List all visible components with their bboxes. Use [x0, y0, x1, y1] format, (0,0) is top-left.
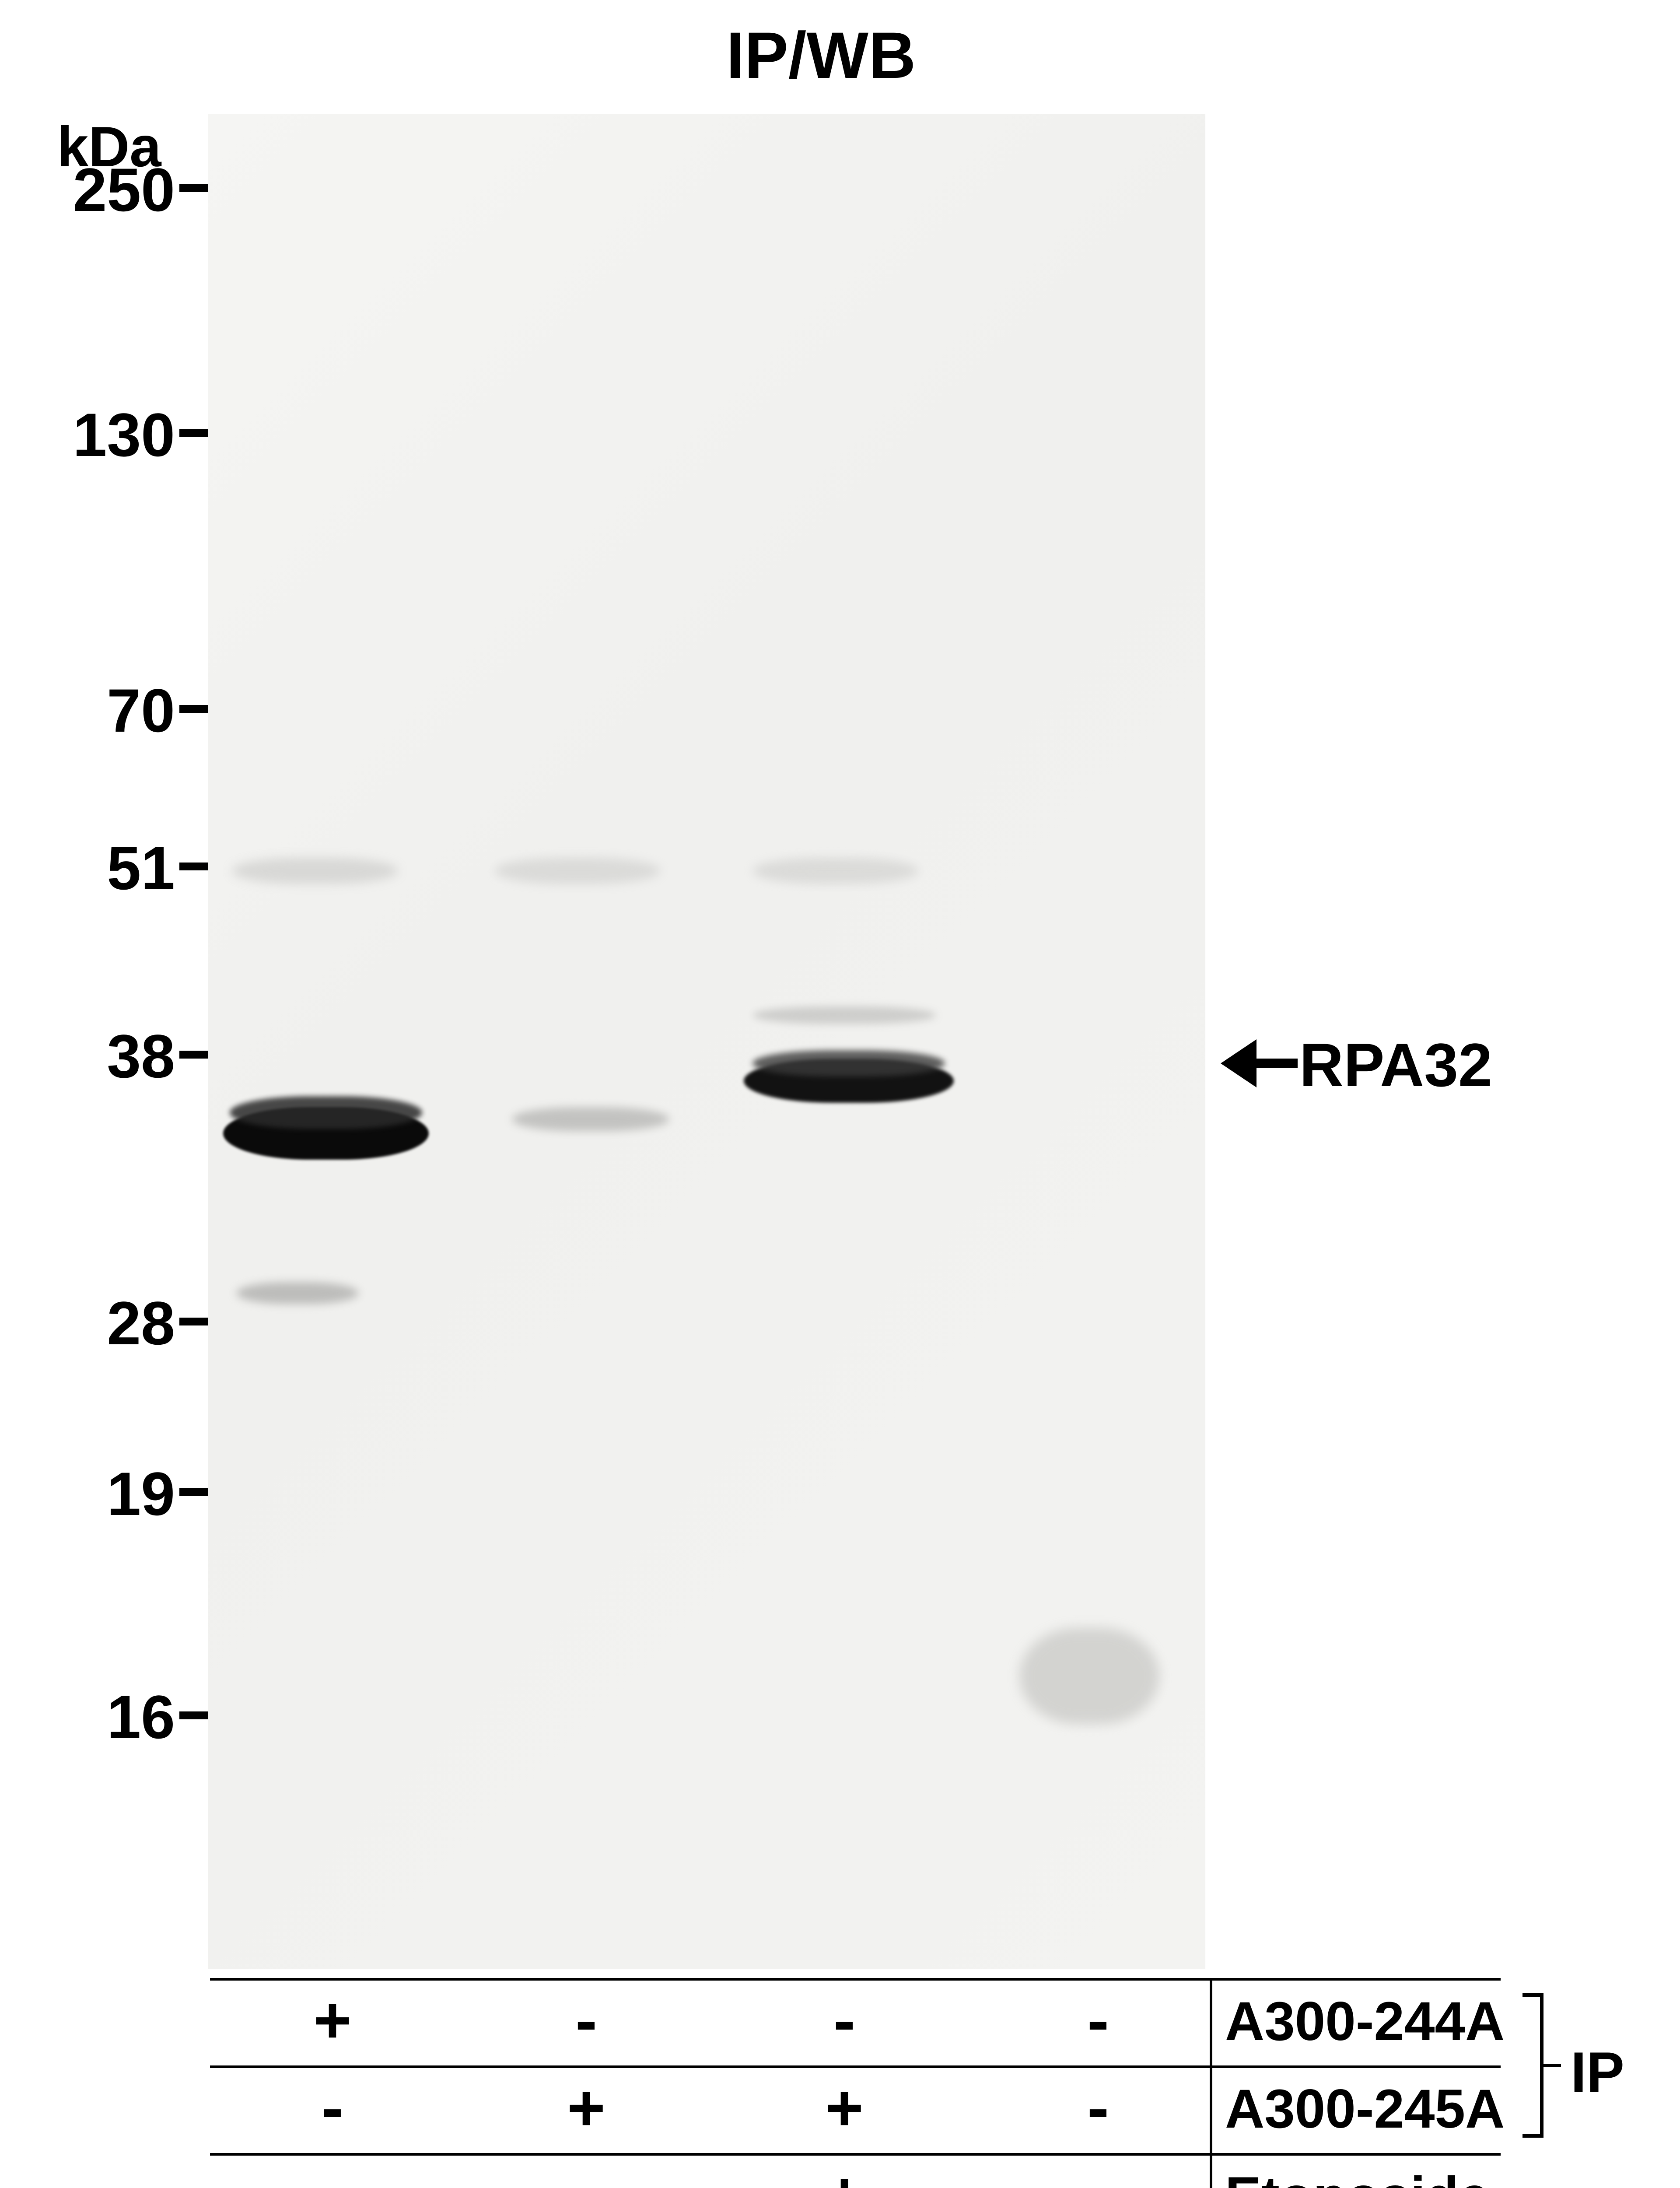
- row-divider: [210, 2153, 1501, 2156]
- mw-marker-label: 51: [107, 833, 175, 904]
- protein-name-label: RPA32: [1299, 1030, 1492, 1101]
- arrow-line: [1254, 1059, 1298, 1068]
- mw-tick: [179, 1488, 208, 1496]
- bracket-label: IP: [1571, 2039, 1624, 2105]
- mw-tick: [179, 1051, 208, 1059]
- plus-symbol: +: [818, 2070, 871, 2146]
- condition-label: A300-244A: [1225, 1990, 1505, 2053]
- plus-symbol: +: [306, 1982, 359, 2058]
- plus-symbol: +: [818, 2157, 871, 2188]
- minus-symbol: -: [560, 2157, 612, 2188]
- plus-symbol: +: [560, 2070, 612, 2146]
- minus-symbol: -: [306, 2157, 359, 2188]
- blot-band: [1019, 1628, 1159, 1724]
- condition-label: A300-245A: [1225, 2078, 1505, 2140]
- minus-symbol: -: [818, 1982, 871, 2058]
- mw-tick: [179, 1318, 208, 1325]
- condition-label: Etoposide: [1225, 2165, 1489, 2188]
- mw-marker-label: 28: [107, 1288, 175, 1359]
- minus-symbol: -: [1072, 1982, 1124, 2058]
- blot-band: [494, 858, 661, 884]
- blot-band: [752, 858, 919, 884]
- mw-tick: [179, 429, 208, 437]
- mw-tick: [179, 184, 208, 192]
- blot-band: [752, 1006, 936, 1024]
- row-divider: [210, 1978, 1501, 1981]
- mw-marker-label: 130: [73, 400, 175, 470]
- minus-symbol: -: [1072, 2070, 1124, 2146]
- arrow-head-icon: [1221, 1039, 1256, 1087]
- row-divider: [210, 2065, 1501, 2068]
- minus-symbol: -: [306, 2070, 359, 2146]
- bracket-top-tick: [1522, 1993, 1540, 1997]
- label-separator-line: [1210, 1978, 1212, 2188]
- mw-tick: [179, 863, 208, 870]
- minus-symbol: -: [560, 1982, 612, 2058]
- mw-marker-label: 38: [107, 1021, 175, 1092]
- figure-container: IP/WB kDa 250130705138281916 RPA32 +---A…: [0, 0, 1680, 2188]
- blot-band: [232, 858, 398, 884]
- mw-marker-label: 70: [107, 675, 175, 746]
- mw-tick: [179, 705, 208, 713]
- blot-band: [236, 1282, 359, 1304]
- figure-title: IP/WB: [726, 18, 916, 93]
- blot-band: [230, 1096, 422, 1129]
- mw-marker-label: 16: [107, 1682, 175, 1753]
- minus-symbol: -: [1072, 2157, 1124, 2188]
- mw-tick: [179, 1711, 208, 1719]
- mw-marker-label: 250: [73, 154, 175, 225]
- mw-marker-label: 19: [107, 1459, 175, 1529]
- bracket-mid-tick: [1544, 2064, 1561, 2067]
- blot-band: [512, 1107, 669, 1131]
- bracket-vertical: [1540, 1993, 1544, 2138]
- blot-band: [752, 1050, 945, 1076]
- bracket-bottom-tick: [1522, 2134, 1540, 2138]
